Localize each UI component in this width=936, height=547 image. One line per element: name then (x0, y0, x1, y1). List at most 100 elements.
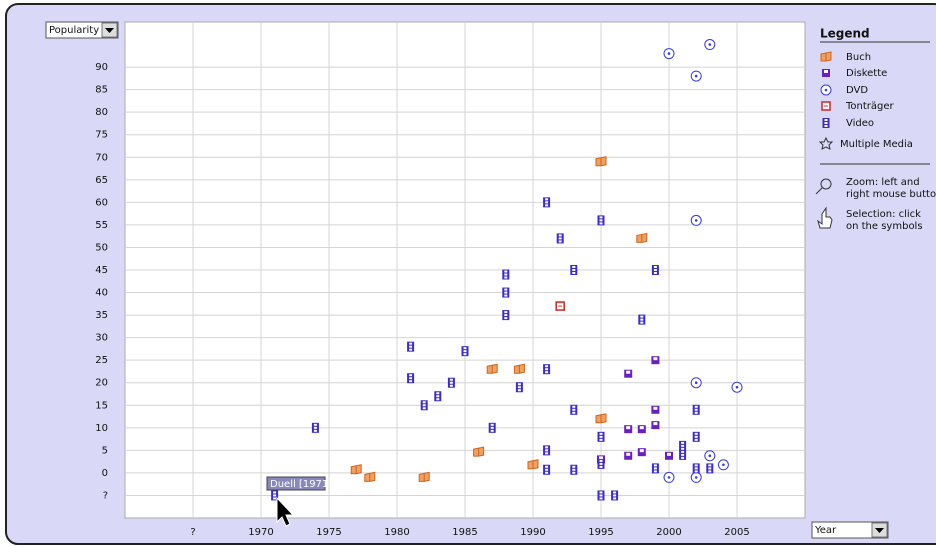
video-frame (572, 266, 576, 268)
point (473, 446, 485, 457)
video-frame (599, 435, 603, 438)
video-frame (545, 465, 549, 468)
video-frame (422, 404, 426, 407)
y-tick-label: 0 (102, 468, 108, 479)
video-frame (640, 315, 644, 318)
video-frame (273, 494, 277, 497)
video-frame (313, 429, 317, 432)
video-frame (409, 348, 413, 351)
video-frame (504, 314, 508, 317)
point (556, 233, 564, 244)
y-selector[interactable]: Popularity (45, 21, 119, 39)
point (611, 490, 619, 501)
point (731, 381, 743, 393)
x-selector[interactable]: Year (811, 521, 889, 539)
video-frame (517, 386, 521, 389)
dropdown[interactable] (811, 521, 889, 539)
video-frame (708, 464, 712, 467)
point (706, 463, 714, 474)
video-frame (558, 240, 562, 243)
zoom-icon-handle (815, 187, 823, 195)
legend-label: Video (846, 118, 874, 129)
video-frame (572, 468, 576, 471)
dvd-hole (667, 52, 671, 55)
video-frame (599, 216, 603, 219)
video-frame (545, 446, 549, 449)
video-frame (463, 350, 467, 353)
y-tick-label: 35 (95, 310, 108, 321)
point (663, 471, 675, 483)
video-frame (599, 459, 603, 462)
tooltip-text: Duell [1971] (270, 479, 332, 490)
point (461, 346, 469, 357)
video-frame (599, 491, 603, 494)
video-frame (653, 266, 657, 268)
point (597, 458, 605, 469)
point (690, 471, 702, 483)
point (502, 310, 510, 321)
x-tick-label: ? (190, 527, 195, 538)
cursor (276, 496, 295, 527)
video-frame (681, 441, 685, 444)
dvd-hole (824, 88, 828, 92)
point (663, 48, 675, 60)
y-tick-label: 85 (95, 85, 108, 96)
help-text: Zoom: left and (846, 177, 920, 188)
point (679, 449, 687, 460)
video-frame (653, 470, 657, 473)
video-frame (273, 497, 277, 500)
point (595, 156, 607, 167)
video-frame (599, 462, 603, 465)
video-frame (653, 464, 657, 467)
point (543, 464, 551, 475)
hand-icon (817, 206, 833, 229)
video-frame (640, 318, 644, 321)
video-frame (504, 291, 508, 294)
point (555, 301, 566, 311)
point (407, 373, 415, 384)
point (651, 265, 659, 275)
help-text: Selection: click (846, 209, 921, 220)
point (595, 413, 607, 424)
video-frame (422, 407, 426, 410)
video-frame (613, 497, 617, 500)
marks (271, 39, 743, 501)
x-tick-label: 1995 (588, 527, 613, 538)
dropdown-arrow (875, 528, 884, 533)
legend-item: Video (822, 118, 874, 129)
point (717, 459, 729, 471)
video-frame (694, 467, 698, 470)
video-frame (517, 383, 521, 386)
legend-item: DVD (820, 84, 868, 96)
dvd-hole (708, 43, 712, 46)
video-frame (572, 405, 576, 408)
point (679, 440, 687, 451)
legend-item: Diskette (822, 68, 887, 79)
video-frame (449, 381, 453, 384)
video-frame (545, 449, 549, 452)
point (665, 451, 673, 460)
point (704, 39, 716, 51)
point (447, 377, 455, 388)
point (350, 464, 362, 475)
dropdown-label: Popularity (49, 25, 99, 36)
video-frame (545, 201, 549, 204)
video-frame (436, 395, 440, 398)
point (597, 490, 605, 501)
dvd-hole (667, 476, 671, 479)
video-frame (436, 392, 440, 395)
video-frame (681, 450, 685, 453)
tooltip: Duell [1971] (266, 476, 332, 491)
video-frame (572, 411, 576, 414)
x-tick-label: 1980 (384, 527, 409, 538)
x-tick-label: 1975 (316, 527, 341, 538)
video-frame (653, 272, 657, 274)
point (624, 425, 633, 434)
diskette-label (626, 452, 631, 456)
x-tick-label: 1985 (452, 527, 477, 538)
video-frame (409, 374, 413, 377)
video-frame (694, 435, 698, 438)
dropdown[interactable] (45, 21, 119, 39)
video-frame (572, 471, 576, 474)
video-frame (313, 426, 317, 429)
